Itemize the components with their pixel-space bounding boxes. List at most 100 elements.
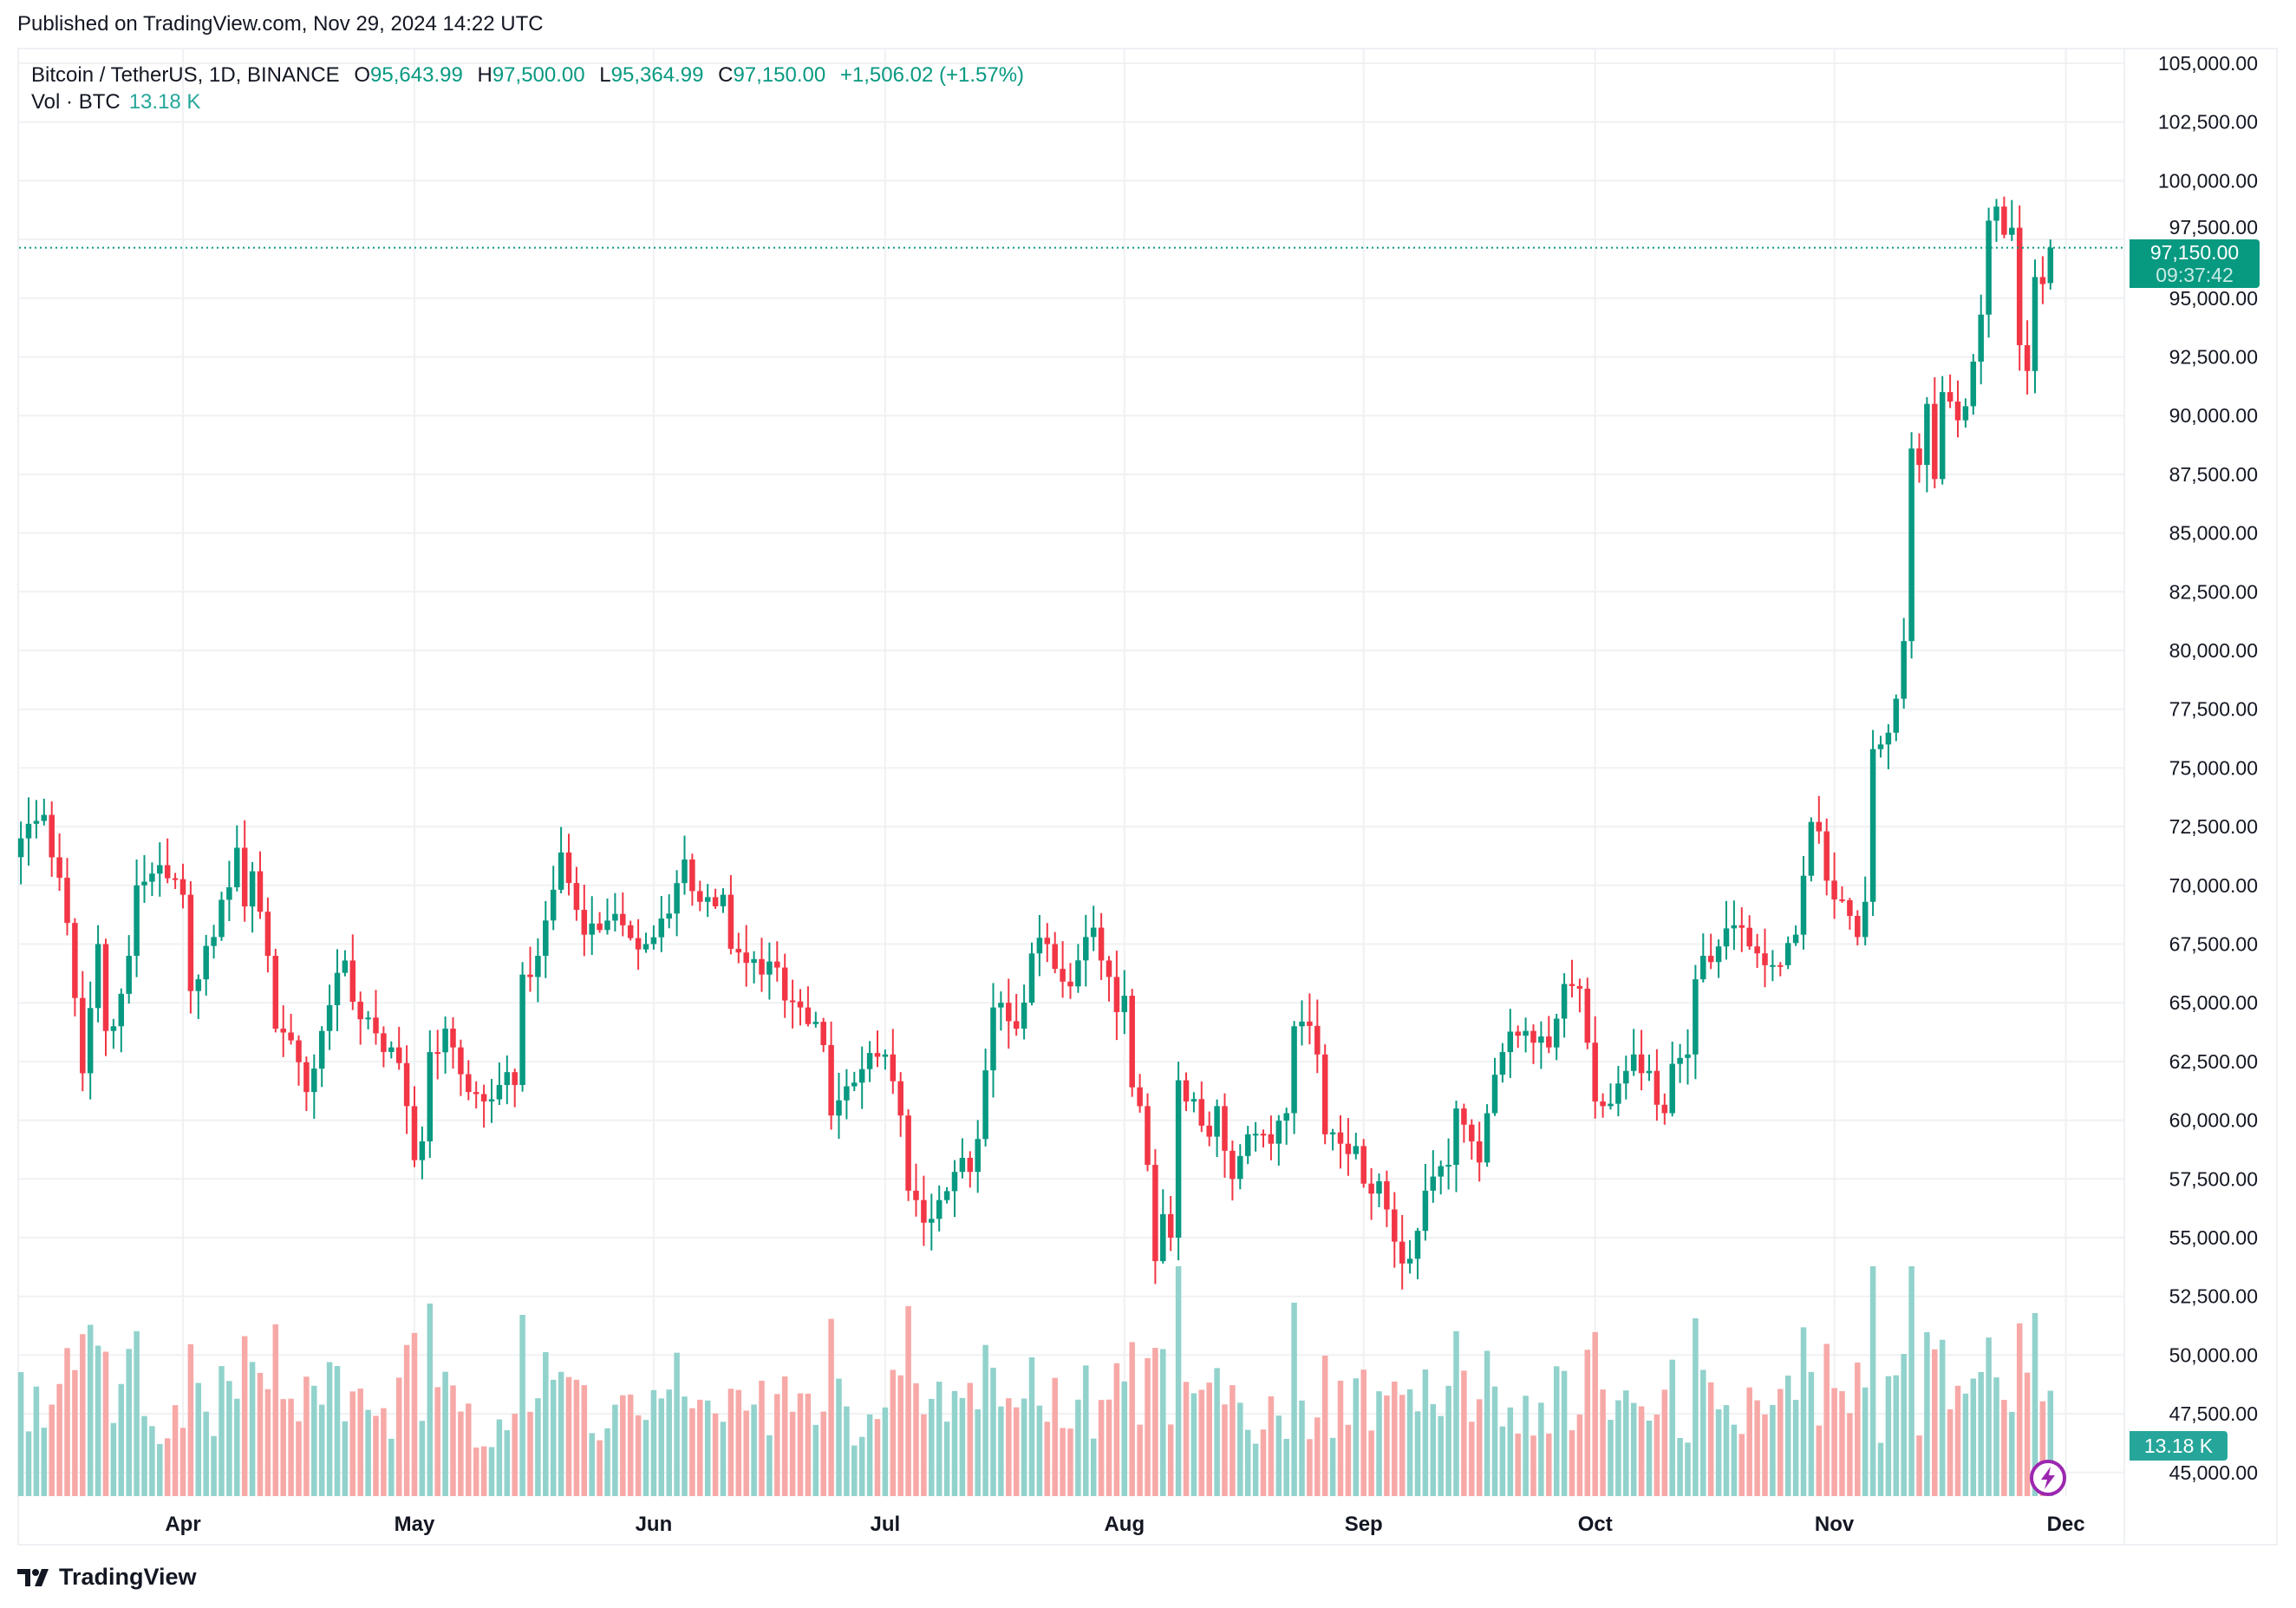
tradingview-logo[interactable]: TradingView xyxy=(17,1564,197,1591)
time-tick-label: Jun xyxy=(636,1513,673,1536)
volume-bar xyxy=(519,1314,525,1496)
candle-body xyxy=(1252,1134,1259,1136)
low-value: 95,364.99 xyxy=(610,63,704,87)
candle-body xyxy=(573,883,580,911)
candle-body xyxy=(1954,401,1961,421)
volume-bar xyxy=(1453,1330,1459,1496)
candle-body xyxy=(975,1139,981,1173)
candle-body xyxy=(49,814,55,858)
candle-body xyxy=(1237,1155,1243,1180)
candle-body xyxy=(187,894,194,991)
volume-bar xyxy=(1438,1415,1444,1496)
volume-bar xyxy=(2039,1401,2046,1496)
volume-bar xyxy=(1206,1382,1212,1496)
volume-label[interactable]: Vol · BTC xyxy=(31,90,121,114)
lightning-event-icon[interactable] xyxy=(2029,1459,2067,1501)
volume-bar xyxy=(249,1362,256,1496)
volume-bar xyxy=(820,1411,826,1496)
candle-body xyxy=(1160,1213,1166,1262)
volume-bar xyxy=(558,1371,564,1496)
price-tick-label: 85,000.00 xyxy=(2169,522,2258,545)
volume-bar xyxy=(342,1421,349,1496)
volume-bar xyxy=(913,1382,919,1496)
candle-body xyxy=(126,956,132,994)
candle-body xyxy=(720,894,727,906)
candle-body xyxy=(597,923,603,931)
candle-body xyxy=(134,885,140,957)
volume-bar xyxy=(2016,1323,2023,1496)
volume-bar xyxy=(1600,1389,1606,1496)
volume-value: 13.18 K xyxy=(128,90,201,114)
volume-bar xyxy=(1792,1400,1799,1496)
volume-bar xyxy=(982,1344,988,1496)
candle-body xyxy=(936,1199,943,1219)
candle-body xyxy=(264,912,271,957)
candle-body xyxy=(1414,1231,1421,1259)
volume-bar xyxy=(1314,1417,1321,1496)
volume-bar xyxy=(2009,1411,2015,1496)
price-tick-label: 95,000.00 xyxy=(2169,287,2258,310)
candle-body xyxy=(164,865,171,879)
volume-bar xyxy=(141,1415,147,1496)
candle-body xyxy=(1329,1132,1336,1134)
volume-bar xyxy=(1777,1389,1784,1496)
candle-body xyxy=(2009,227,2015,235)
volume-bar xyxy=(1476,1399,1483,1496)
candle-body xyxy=(1422,1190,1429,1232)
volume-bar xyxy=(1013,1407,1020,1496)
volume-bar xyxy=(620,1395,626,1496)
candle-body xyxy=(1885,732,1892,745)
volume-bar xyxy=(720,1422,727,1496)
volume-bar xyxy=(1569,1430,1575,1496)
price-tick-label: 87,500.00 xyxy=(2169,463,2258,486)
volume-bar xyxy=(1970,1378,1977,1496)
volume-bar xyxy=(1808,1371,1815,1496)
volume-bar xyxy=(1715,1409,1722,1496)
volume-bar xyxy=(1754,1400,1760,1496)
candle-body xyxy=(1052,944,1058,970)
candle-body xyxy=(450,1028,456,1048)
volume-bar xyxy=(257,1372,264,1496)
volume-bar xyxy=(403,1344,410,1496)
price-tick-label: 70,000.00 xyxy=(2169,874,2258,897)
candle-body xyxy=(1499,1052,1506,1075)
candle-body xyxy=(982,1070,988,1140)
volume-bar xyxy=(543,1351,549,1496)
candle-body xyxy=(1214,1106,1220,1137)
candle-body xyxy=(1693,979,1699,1055)
volume-bar xyxy=(929,1398,935,1496)
price-tick-label: 105,000.00 xyxy=(2158,52,2258,75)
candle-body xyxy=(234,847,240,887)
volume-bar xyxy=(1484,1350,1490,1496)
candle-body xyxy=(64,878,70,924)
candle-body xyxy=(990,1007,996,1071)
volume-bar xyxy=(288,1398,294,1496)
candle-body xyxy=(1469,1124,1475,1141)
candle-body xyxy=(357,1001,363,1020)
candle-body xyxy=(157,865,163,874)
candle-body xyxy=(1036,938,1043,954)
time-tick-label: Jul xyxy=(871,1513,901,1536)
volume-bar xyxy=(118,1383,125,1496)
volume-bar xyxy=(1190,1393,1197,1496)
candle-body xyxy=(1476,1141,1483,1163)
candle-body xyxy=(1615,1083,1621,1104)
volume-bar xyxy=(1947,1409,1954,1496)
volume-bar xyxy=(473,1447,479,1496)
volume-bar xyxy=(1044,1422,1051,1496)
volume-bar xyxy=(1268,1396,1275,1496)
volume-bar xyxy=(241,1336,248,1496)
volume-bar xyxy=(1608,1420,1614,1496)
volume-bar xyxy=(805,1393,812,1496)
volume-bar xyxy=(1183,1382,1190,1496)
symbol-title[interactable]: Bitcoin / TetherUS, 1D, BINANCE xyxy=(31,63,340,87)
volume-bar xyxy=(535,1398,541,1496)
candle-body xyxy=(95,944,101,1009)
close-label: C xyxy=(718,63,734,87)
volume-bar xyxy=(1561,1370,1568,1496)
candle-body xyxy=(627,925,634,938)
price-tick-label: 57,500.00 xyxy=(2169,1167,2258,1190)
price-tick-label: 55,000.00 xyxy=(2169,1226,2258,1249)
volume-bar xyxy=(682,1396,688,1496)
